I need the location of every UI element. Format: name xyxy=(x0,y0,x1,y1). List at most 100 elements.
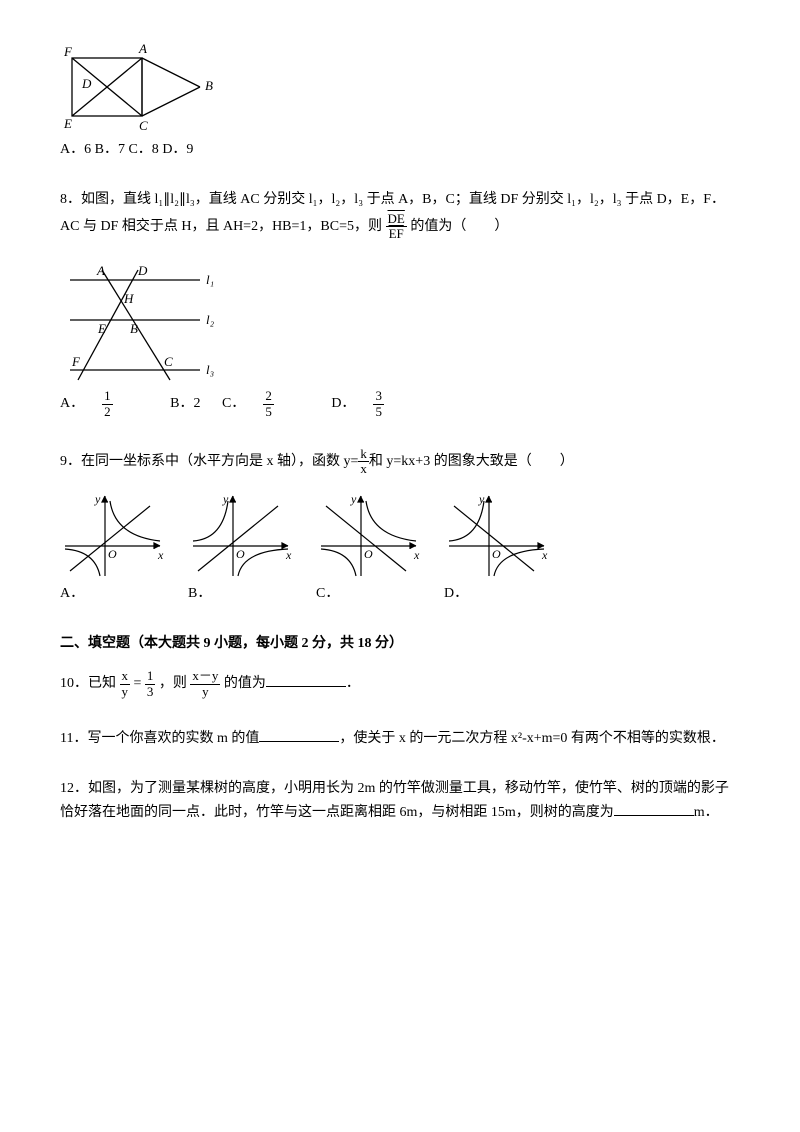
label-E: E xyxy=(97,321,106,336)
axis-y: y xyxy=(350,492,357,506)
q9-graph-d: y x O xyxy=(444,491,554,581)
q11-number: 11 xyxy=(60,731,73,746)
q11-t2: ，使关于 x 的一元二次方程 x²-x+m=0 有两个不相等的实数根． xyxy=(339,731,725,746)
q9-label-c: C． xyxy=(316,583,339,605)
label-A: A xyxy=(96,263,105,278)
q9-option-c[interactable]: y x O C． xyxy=(316,491,426,605)
q8-number: 8 xyxy=(60,192,67,207)
q10-t3: 的值为 xyxy=(224,676,266,691)
axis-x: x xyxy=(413,548,420,562)
q9-label-a: A． xyxy=(60,583,84,605)
q10-f3d: y xyxy=(190,685,220,699)
axis-x: x xyxy=(157,548,164,562)
label-l1: l₁ xyxy=(206,272,214,287)
q8-a-den: 2 xyxy=(102,405,113,419)
q7-option-a[interactable]: A．6 xyxy=(60,142,91,157)
axis-y: y xyxy=(222,492,229,506)
question-10: 10．已知 xy = 13 ，则 x－yy 的值为． xyxy=(60,669,740,699)
origin: O xyxy=(108,547,117,561)
q9-graphs: y x O A． y x xyxy=(60,491,740,605)
label-F: F xyxy=(71,354,81,369)
q7-options: A．6 B．7 C．8 D．9 xyxy=(60,139,740,161)
label-l3: l₃ xyxy=(206,362,214,377)
label-A: A xyxy=(138,41,147,56)
q8-stem: 8．如图，直线 l₁∥l₂∥l₃，直线 AC 分别交 l₁，l₂，l₃ 于点 A… xyxy=(60,189,740,241)
q9-option-a[interactable]: y x O A． xyxy=(60,491,170,605)
q8-figure: A D H E B F C l₁ l₂ l₃ xyxy=(60,255,240,385)
axis-x: x xyxy=(541,548,548,562)
q9-text-before: 在同一坐标系中（水平方向是 x 轴），函数 y= xyxy=(81,454,358,469)
label-C: C xyxy=(139,118,148,133)
q8-option-b[interactable]: B．2 xyxy=(170,396,200,411)
q10-eq: = xyxy=(134,676,142,691)
axis-x: x xyxy=(285,548,292,562)
q9-option-d[interactable]: y x O D． xyxy=(444,491,554,605)
label-H: H xyxy=(123,291,134,306)
q9-stem: 9．在同一坐标系中（水平方向是 x 轴），函数 y=kx和 y=kx+3 的图象… xyxy=(60,447,740,477)
q8-d-den: 5 xyxy=(373,405,384,419)
question-12: 12．如图，为了测量某棵树的高度，小明用长为 2m 的竹竿做测量工具，移动竹竿，… xyxy=(60,778,740,824)
q8-text-after: 的值为（ ） xyxy=(410,219,508,234)
q7-figure: F A B D E C xyxy=(60,40,240,135)
q8-fraction: DE EF xyxy=(386,212,407,242)
axis-y: y xyxy=(478,492,485,506)
q10-t2: ，则 xyxy=(159,676,191,691)
question-7: F A B D E C A．6 B．7 C．8 D．9 xyxy=(60,40,740,161)
q8-a-num: 1 xyxy=(102,389,113,404)
question-9: 9．在同一坐标系中（水平方向是 x 轴），函数 y=kx和 y=kx+3 的图象… xyxy=(60,447,740,605)
q8-c-num: 2 xyxy=(263,389,274,404)
origin: O xyxy=(236,547,245,561)
q10-f3n: x－y xyxy=(190,669,220,684)
q12-number: 12 xyxy=(60,781,74,796)
q10-f1n: x xyxy=(120,669,131,684)
q8-c-label: C． xyxy=(222,396,245,411)
q12-t2: m． xyxy=(694,805,719,820)
q10-t1: 已知 xyxy=(88,676,116,691)
label-D: D xyxy=(137,263,148,278)
q7-option-b[interactable]: B．7 xyxy=(95,142,125,157)
origin: O xyxy=(364,547,373,561)
q7-option-d[interactable]: D．9 xyxy=(162,142,193,157)
q8-d-label: D． xyxy=(331,396,355,411)
label-B: B xyxy=(205,78,213,93)
label-B: B xyxy=(130,321,138,336)
q10-t4: ． xyxy=(346,676,360,691)
label-D: D xyxy=(81,76,92,91)
q10-blank[interactable] xyxy=(266,672,346,687)
q10-f1d: y xyxy=(120,685,131,699)
question-8: 8．如图，直线 l₁∥l₂∥l₃，直线 AC 分别交 l₁，l₂，l₃ 于点 A… xyxy=(60,189,740,419)
section-2-title: 二、填空题（本大题共 9 小题，每小题 2 分，共 18 分） xyxy=(60,633,740,655)
q9-graph-c: y x O xyxy=(316,491,426,581)
origin: O xyxy=(492,547,501,561)
label-C: C xyxy=(164,354,173,369)
q8-options: A．12 B．2 C．25 D．35 xyxy=(60,389,740,419)
q9-graph-a: y x O xyxy=(60,491,170,581)
question-11: 11．写一个你喜欢的实数 m 的值，使关于 x 的一元二次方程 x²-x+m=0… xyxy=(60,727,740,750)
axis-y: y xyxy=(94,492,101,506)
q9-graph-b: y x O xyxy=(188,491,298,581)
q8-frac-num: DE xyxy=(386,212,407,227)
label-E: E xyxy=(63,116,72,131)
label-F: F xyxy=(63,44,73,59)
q9-option-b[interactable]: y x O B． xyxy=(188,491,298,605)
q8-c-den: 5 xyxy=(263,405,274,419)
q8-a-label: A． xyxy=(60,396,84,411)
q10-f2d: 3 xyxy=(145,685,156,699)
q9-frac-den: x xyxy=(358,462,369,476)
q7-option-c[interactable]: C．8 xyxy=(128,142,158,157)
q9-label-d: D． xyxy=(444,583,468,605)
q9-frac-num: k xyxy=(358,447,369,462)
q12-blank[interactable] xyxy=(614,801,694,816)
label-l2: l₂ xyxy=(206,312,215,327)
q8-frac-den: EF xyxy=(386,227,407,241)
q9-label-b: B． xyxy=(188,583,211,605)
q8-option-a[interactable]: A．12 xyxy=(60,396,152,411)
q10-number: 10 xyxy=(60,676,74,691)
q8-option-c[interactable]: C．25 xyxy=(222,396,313,411)
q9-number: 9 xyxy=(60,454,67,469)
q11-blank[interactable] xyxy=(259,727,339,742)
q8-option-d[interactable]: D．35 xyxy=(331,396,420,411)
q8-d-num: 3 xyxy=(373,389,384,404)
q11-t1: 写一个你喜欢的实数 m 的值 xyxy=(87,731,259,746)
q9-text-after: 和 y=kx+3 的图象大致是（ ） xyxy=(369,454,574,469)
